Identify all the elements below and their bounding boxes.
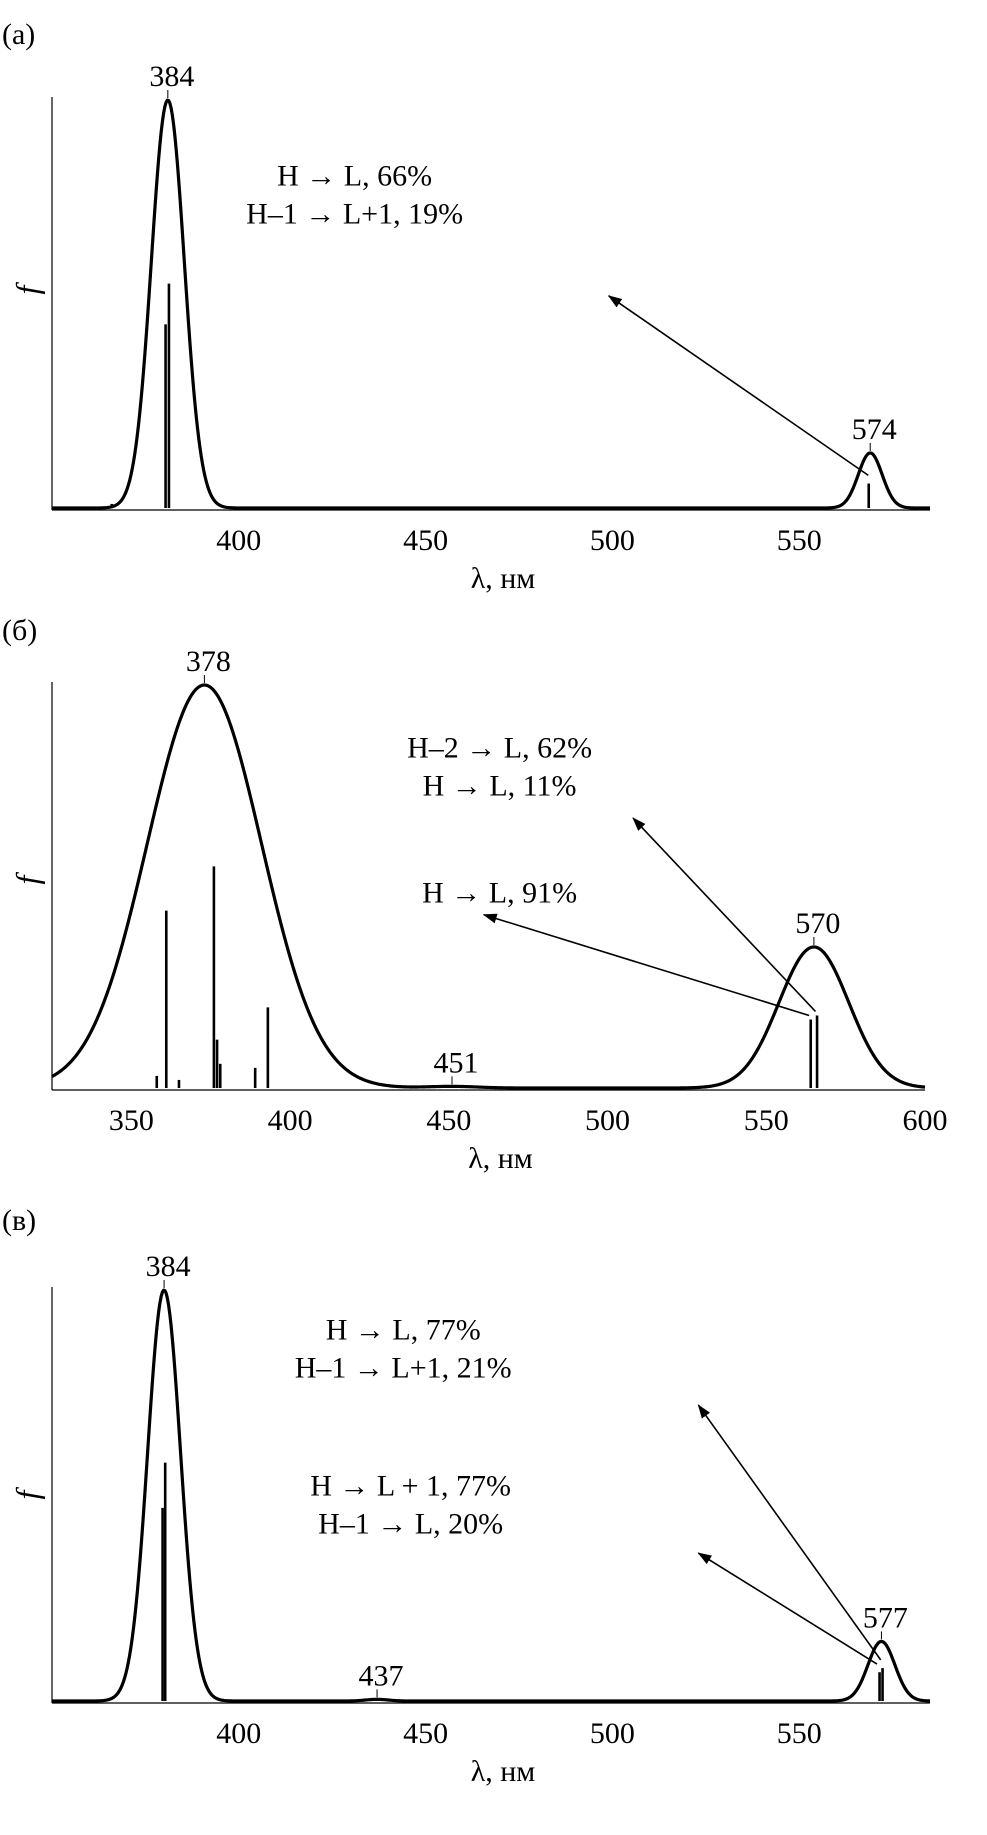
panel-label: (а) bbox=[2, 18, 35, 51]
spectrum-envelope-line bbox=[51, 98, 931, 510]
panel-label: (б) bbox=[2, 614, 37, 647]
transition-annotation: H–1 → L, 20% bbox=[318, 1508, 503, 1541]
panel-label: (в) bbox=[2, 1204, 36, 1237]
x-tick-label: 400 bbox=[216, 1717, 261, 1750]
peak-label: 437 bbox=[359, 1659, 404, 1692]
y-axis-label: f bbox=[9, 281, 45, 294]
chart-panel-2: (б) f 350 400 450 500 550 600 λ, нм 378 570 451 H–2 … bbox=[2, 614, 948, 1175]
x-tick-label: 450 bbox=[403, 524, 448, 557]
peak-label: 384 bbox=[149, 60, 194, 93]
x-tick-label: 550 bbox=[777, 524, 822, 557]
annotation-arrow bbox=[632, 817, 817, 1012]
transition-annotation: H–1 → L+1, 21% bbox=[295, 1351, 512, 1384]
annotation-arrow bbox=[482, 913, 810, 1017]
peak-label: 574 bbox=[852, 413, 897, 446]
x-tick-label: 550 bbox=[744, 1104, 789, 1137]
x-axis-label: λ, нм bbox=[468, 1142, 533, 1175]
transition-annotation: H–2 → L, 62% bbox=[407, 732, 592, 765]
transition-annotation: H → L, 11% bbox=[423, 770, 577, 803]
x-tick-label: 550 bbox=[777, 1717, 822, 1750]
x-tick-label: 450 bbox=[426, 1104, 471, 1137]
chart-panel-3: (в) f 400 450 500 550 λ, нм 384 577 437 H → L, 77%… bbox=[2, 1204, 931, 1788]
spectrum-envelope-line bbox=[51, 683, 926, 1090]
x-tick-label: 400 bbox=[216, 524, 261, 557]
annotation-arrow bbox=[697, 1404, 882, 1661]
transition-annotation: H–1 → L+1, 19% bbox=[246, 198, 463, 231]
transition-annotation: H → L + 1, 77% bbox=[310, 1470, 511, 1503]
transition-annotation: H → L, 91% bbox=[422, 877, 577, 910]
annotation-arrow bbox=[697, 1552, 878, 1665]
x-tick-label: 350 bbox=[109, 1104, 154, 1137]
y-axis-label: f bbox=[9, 1486, 45, 1499]
peak-label: 378 bbox=[186, 645, 231, 678]
peak-label: 384 bbox=[146, 1250, 191, 1283]
y-axis-label: f bbox=[9, 871, 45, 884]
chart-panel-1: (а) f 400 450 500 550 λ, нм 384 574 H → L, 66% H–1… bbox=[2, 18, 931, 595]
x-tick-label: 600 bbox=[903, 1104, 948, 1137]
x-tick-label: 450 bbox=[403, 1717, 448, 1750]
annotation-arrow bbox=[607, 295, 869, 477]
x-axis-label: λ, нм bbox=[471, 562, 536, 595]
x-axis-label: λ, нм bbox=[471, 1755, 536, 1788]
transition-annotation: H → L, 77% bbox=[326, 1313, 481, 1346]
x-tick-label: 400 bbox=[268, 1104, 313, 1137]
transition-annotation: H → L, 66% bbox=[277, 160, 432, 193]
x-tick-label: 500 bbox=[585, 1104, 630, 1137]
x-tick-label: 500 bbox=[590, 524, 635, 557]
x-tick-label: 500 bbox=[590, 1717, 635, 1750]
spectrum-envelope-line bbox=[51, 1288, 931, 1703]
peak-label: 570 bbox=[795, 907, 840, 940]
peak-label: 577 bbox=[863, 1601, 908, 1634]
peak-label: 451 bbox=[433, 1046, 478, 1079]
